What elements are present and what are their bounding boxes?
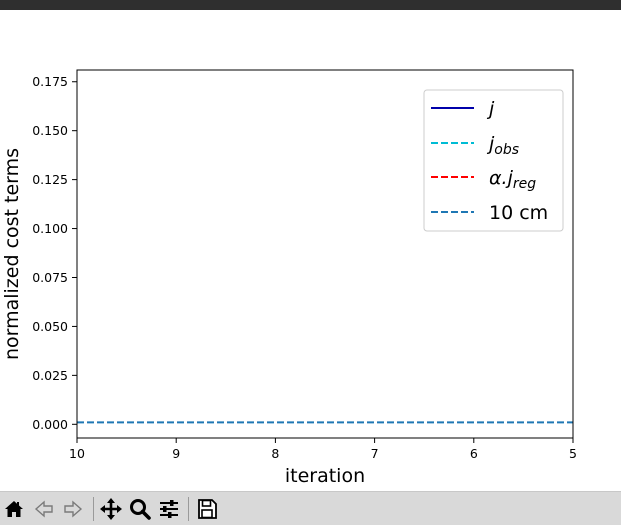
zoom-icon (130, 499, 151, 520)
home-icon (5, 501, 23, 517)
y-axis-label: normalized cost terms (1, 148, 23, 360)
back-button[interactable] (31, 496, 57, 522)
x-axis-label: iteration (285, 465, 365, 487)
x-tick-label: 6 (470, 446, 478, 461)
legend-box (423, 89, 564, 232)
home-button[interactable] (1, 496, 27, 522)
x-tick-label: 10 (69, 446, 85, 461)
y-tick-label: 0.125 (32, 172, 68, 187)
navigation-toolbar (0, 491, 621, 525)
window-titlebar (0, 0, 621, 10)
axes-frame (76, 69, 574, 439)
figure-canvas[interactable]: 10 9 8 7 6 5 0.000 0.025 0.050 0.075 0.100 0.125 0.… (0, 10, 621, 491)
pan-icon (100, 498, 122, 520)
x-axis-ticks: 10 9 8 7 6 5 (69, 438, 577, 461)
save-button[interactable] (194, 496, 220, 522)
configure-subplots-icon (160, 500, 178, 518)
forward-arrow-icon (64, 500, 83, 518)
forward-button[interactable] (60, 496, 86, 522)
toolbar-separator (188, 497, 189, 521)
legend-label: α.jreg (489, 167, 536, 192)
x-tick-label: 5 (569, 446, 577, 461)
back-arrow-icon (34, 500, 53, 518)
x-tick-label: 7 (371, 446, 379, 461)
y-tick-label: 0.075 (32, 270, 68, 285)
x-tick-label: 8 (271, 446, 279, 461)
toolbar-separator (93, 497, 94, 521)
y-tick-label: 0.050 (32, 319, 68, 334)
legend-label: jobs (486, 133, 519, 158)
zoom-button[interactable] (127, 496, 153, 522)
save-icon (198, 499, 217, 519)
legend-label: j (486, 98, 495, 120)
y-tick-label: 0.100 (32, 221, 68, 236)
chart: 10 9 8 7 6 5 0.0000.0250.0500.0750.1000.1250.… (1, 69, 577, 487)
legend-label: 10 cm (489, 202, 548, 224)
legend[interactable]: j jobs α.jreg 10 cm (423, 89, 564, 232)
y-tick-label: 0.025 (32, 368, 68, 383)
y-axis-ticks: 0.000 0.025 0.050 0.075 0.100 0.125 0.150 0.175 (32, 74, 77, 432)
y-tick-label: 0.150 (32, 123, 68, 138)
pan-button[interactable] (98, 496, 124, 522)
x-tick-label: 9 (172, 446, 180, 461)
y-tick-label: 0.175 (32, 74, 68, 89)
configure-subplots-button[interactable] (156, 496, 182, 522)
y-tick-label: 0.000 (32, 417, 68, 432)
